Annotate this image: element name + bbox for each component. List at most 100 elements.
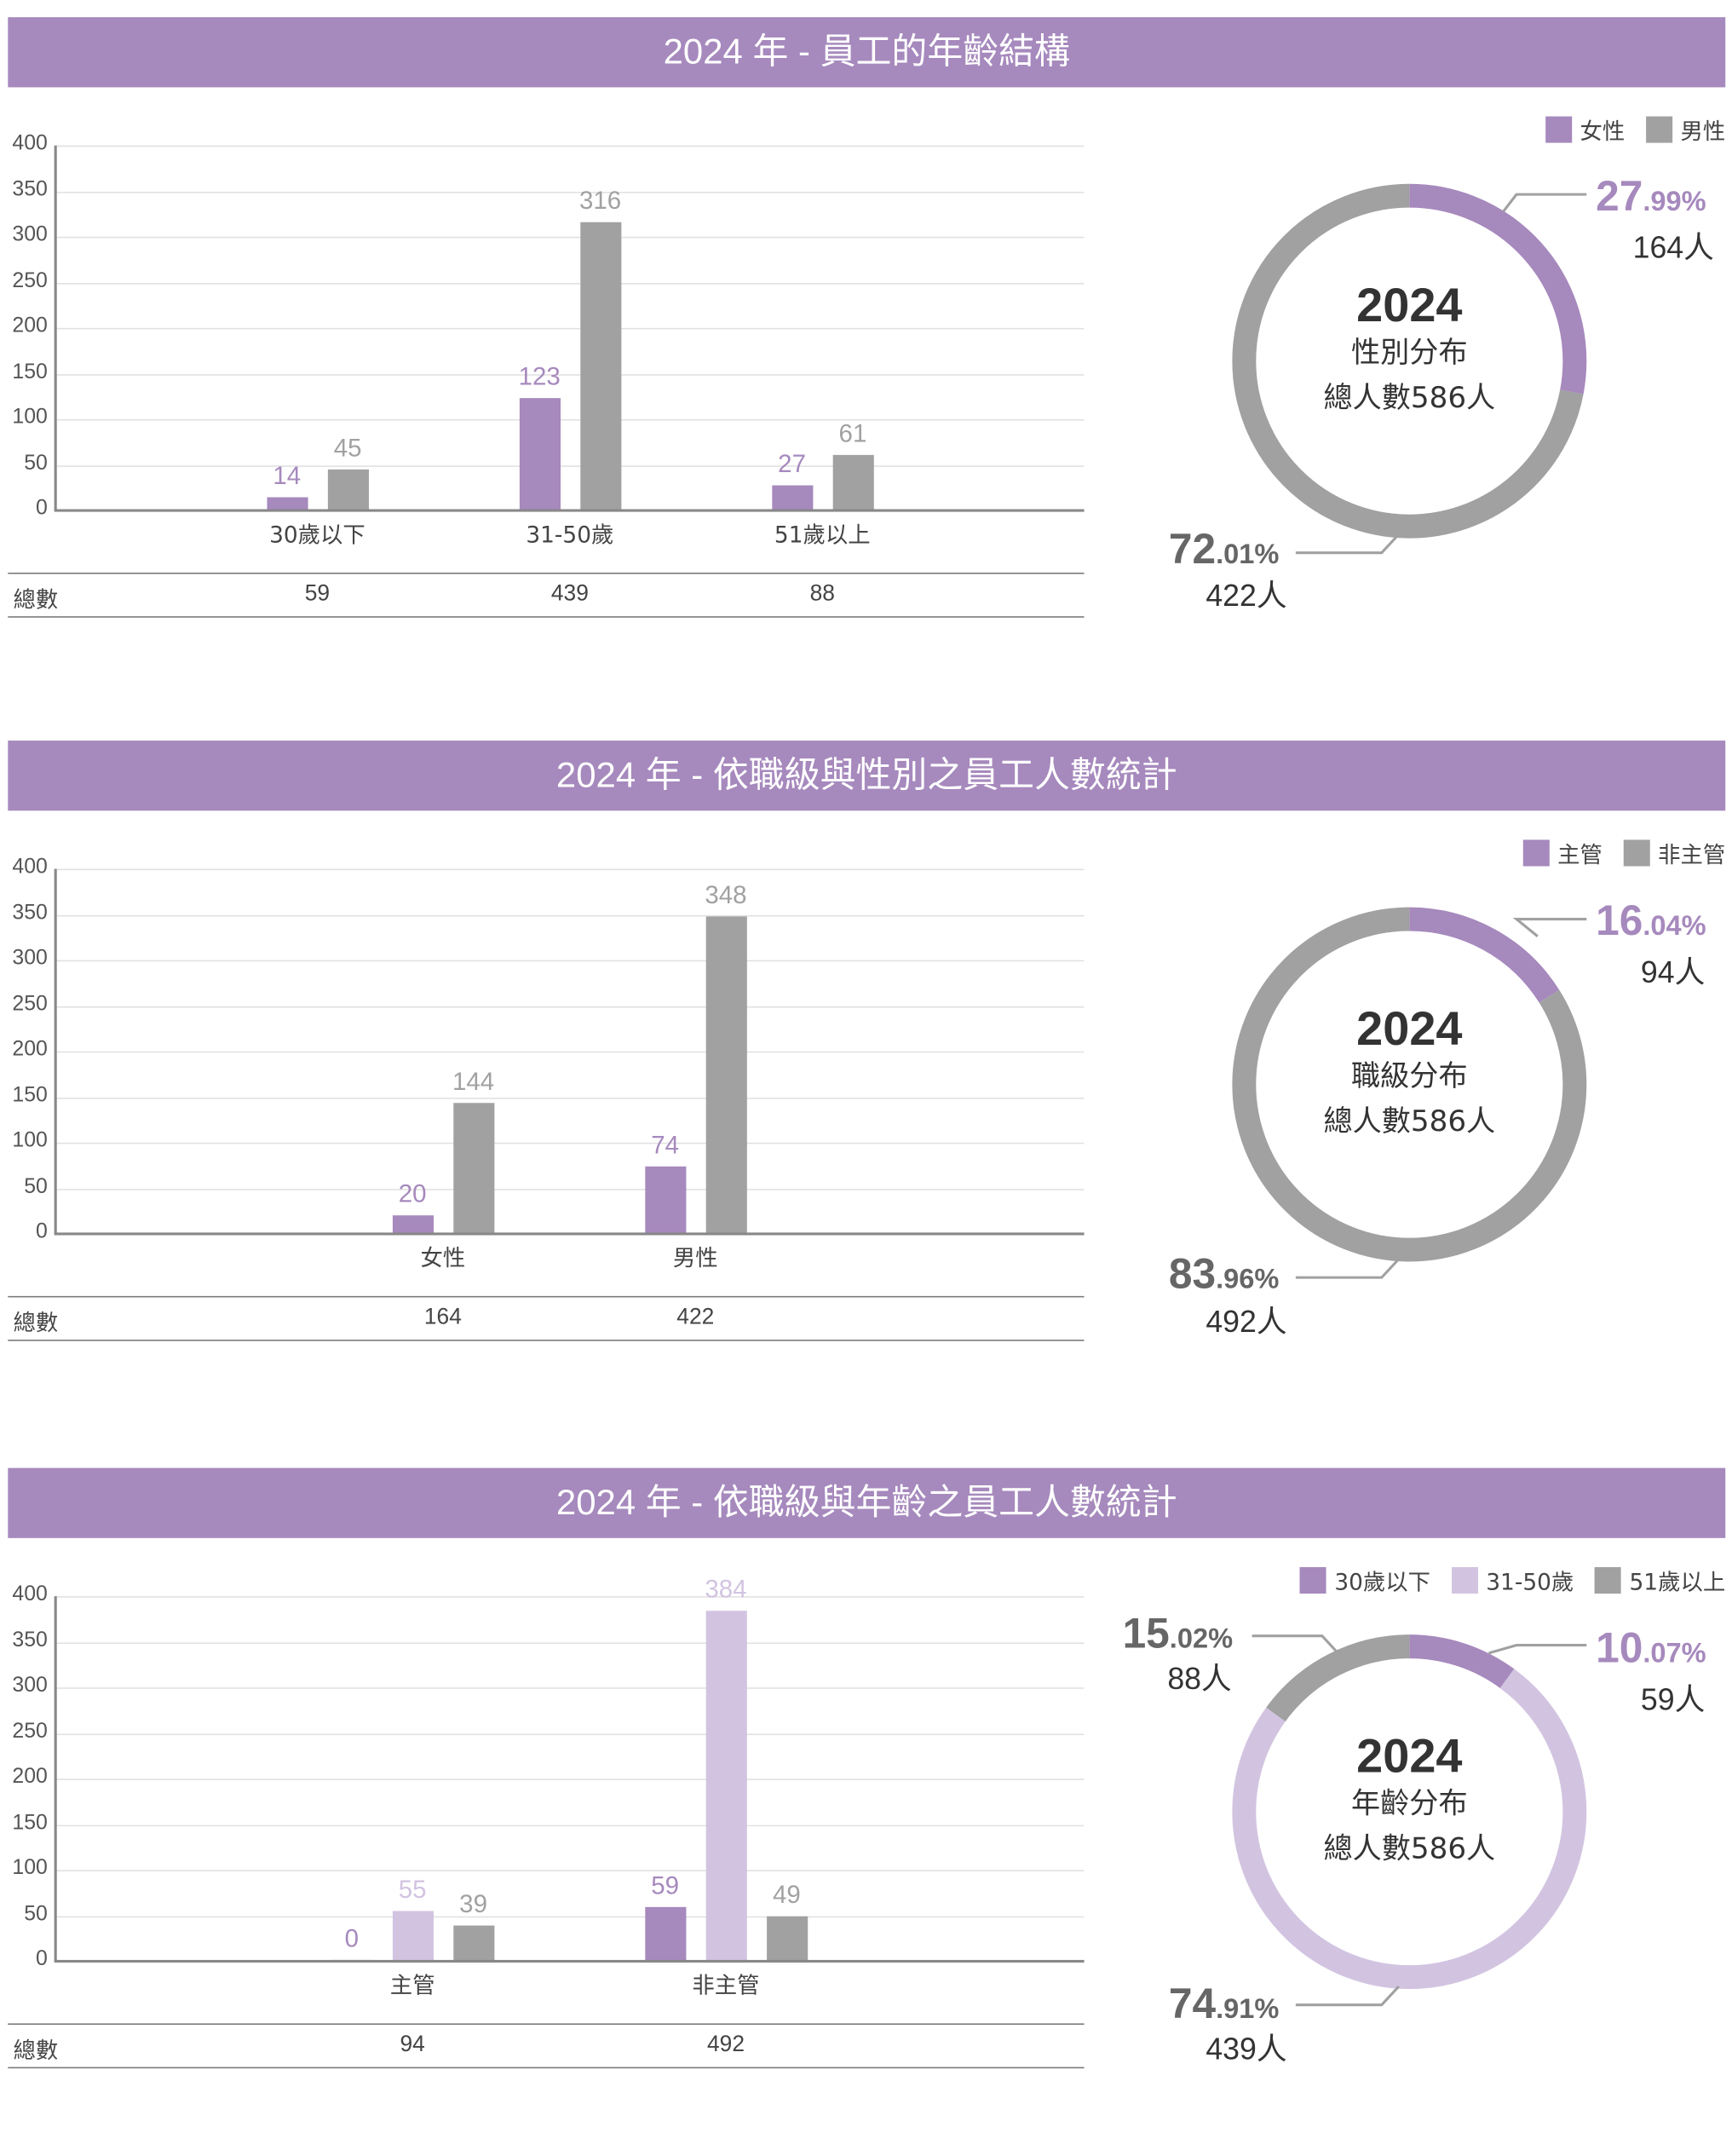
legend-label: 30歲以下 xyxy=(1334,1570,1431,1597)
y-tick-label: 0 xyxy=(36,1220,48,1243)
donut-subtitle: 性別分布 xyxy=(1351,337,1468,371)
bar-男性 xyxy=(327,469,369,511)
leader-line xyxy=(1295,533,1401,555)
y-tick-label: 300 xyxy=(12,223,48,246)
donut-chart xyxy=(1232,907,1587,1279)
segment-count: 422人 xyxy=(1205,578,1287,613)
donut-segment-男性 xyxy=(1232,183,1587,539)
legend-label: 51歲以上 xyxy=(1629,1570,1726,1597)
table-top-line xyxy=(8,1295,1085,1298)
bar-男性 xyxy=(831,454,874,511)
gridline xyxy=(55,191,1085,193)
table-bottom-line xyxy=(8,2067,1085,2069)
segment-percent: 83.96% xyxy=(1169,1250,1280,1299)
leader-line xyxy=(1502,193,1587,213)
y-tick-label: 100 xyxy=(12,1856,48,1880)
segment-percent: 74.91% xyxy=(1169,1980,1280,2028)
category-label: 51歲以上 xyxy=(774,522,871,550)
bar-非主管 xyxy=(705,916,747,1234)
y-tick-label: 150 xyxy=(12,1083,48,1107)
leader-line xyxy=(1295,1985,1401,2007)
category-label: 主管 xyxy=(389,1973,435,2000)
donut-center: 2024 職級分布 總人數586人 xyxy=(1251,1002,1568,1145)
y-axis xyxy=(54,145,57,511)
total-value: 59 xyxy=(304,580,331,606)
bar-女性 xyxy=(771,486,813,511)
legend-label: 主管 xyxy=(1557,842,1603,869)
donut-chart xyxy=(1232,1634,1587,2007)
x-axis xyxy=(54,1232,1085,1236)
leader-line xyxy=(1512,918,1587,937)
chart-legend: 主管 非主管 xyxy=(1522,836,1725,869)
gridline xyxy=(55,1687,1085,1689)
bar-51歲以上 xyxy=(766,1916,808,1962)
totals-row-label: 總數 xyxy=(13,1310,59,1337)
bar-value-label: 123 xyxy=(518,363,561,392)
bar-value-label: 20 xyxy=(398,1181,427,1209)
leader-line xyxy=(1488,1644,1587,1655)
segment-count: 88人 xyxy=(1167,1661,1232,1696)
y-tick-label: 300 xyxy=(12,1674,48,1698)
y-tick-label: 100 xyxy=(12,1129,48,1152)
donut-center: 2024 年齡分布 總人數586人 xyxy=(1251,1729,1568,1873)
y-tick-label: 150 xyxy=(12,360,48,383)
segment-count: 59人 xyxy=(1640,1682,1706,1717)
y-tick-label: 300 xyxy=(12,947,48,970)
percent-integer: 83 xyxy=(1168,1249,1217,1298)
bar-31-50歲 xyxy=(705,1611,747,1962)
legend-item: 女性 xyxy=(1545,112,1625,146)
section-title: 2024 年 - 依職級與年齡之員工人數統計 xyxy=(8,1467,1726,1538)
bar-value-label: 384 xyxy=(705,1576,747,1605)
y-tick-label: 200 xyxy=(12,1765,48,1789)
legend-swatch xyxy=(1300,1566,1327,1594)
legend-label: 女性 xyxy=(1580,118,1626,146)
gridline xyxy=(55,1824,1085,1826)
bar-value-label: 316 xyxy=(578,187,622,216)
y-tick-label: 250 xyxy=(12,1720,48,1743)
bar-男性 xyxy=(579,222,621,511)
y-tick-label: 200 xyxy=(12,314,48,337)
legend-swatch xyxy=(1451,1566,1478,1594)
category-label: 30歲以下 xyxy=(269,522,365,550)
gridline xyxy=(55,236,1085,239)
gridline xyxy=(55,1006,1085,1007)
gridline xyxy=(55,327,1085,330)
bar-value-label: 0 xyxy=(344,1925,360,1954)
gridline xyxy=(55,1732,1085,1735)
segment-percent: 10.07% xyxy=(1596,1624,1706,1673)
gridline xyxy=(55,464,1085,467)
legend-item: 男性 xyxy=(1646,112,1725,146)
donut-segment-51歲以上 xyxy=(1232,1634,1587,1990)
legend-item: 主管 xyxy=(1522,836,1603,869)
rank-age-section: 2024 年 - 依職級與年齡之員工人數統計 0 50 100 150 200 250 30… xyxy=(0,1467,1732,2156)
percent-integer: 27 xyxy=(1596,171,1643,220)
percent-decimal: .96% xyxy=(1216,1264,1280,1295)
bar-value-label: 27 xyxy=(778,451,806,480)
section-title: 2024 年 - 依職級與性別之員工人數統計 xyxy=(8,741,1726,811)
percent-integer: 74 xyxy=(1168,1980,1217,2028)
y-tick-label: 50 xyxy=(24,1902,48,1925)
legend-swatch xyxy=(1623,839,1650,866)
bar-主管 xyxy=(392,1215,434,1234)
gridline xyxy=(55,145,1085,147)
legend-item: 非主管 xyxy=(1623,836,1725,869)
donut-total: 總人數586人 xyxy=(1323,1105,1496,1139)
category-label: 非主管 xyxy=(692,1973,760,2000)
section-title: 2024 年 - 員工的年齡結構 xyxy=(8,17,1726,88)
y-tick-label: 100 xyxy=(12,406,48,429)
gridline xyxy=(55,1142,1085,1144)
legend-swatch xyxy=(1545,115,1573,142)
y-tick-label: 250 xyxy=(12,268,48,292)
report-page: 2024 年 - 員工的年齡結構 0 50 100 150 200 250 300 350 40… xyxy=(0,17,1732,2069)
rank-gender-section: 2024 年 - 依職級與性別之員工人數統計 0 50 100 150 200 250 30… xyxy=(0,741,1732,1428)
segment-percent: 16.04% xyxy=(1596,896,1706,945)
gridline xyxy=(55,1596,1085,1598)
percent-decimal: .91% xyxy=(1216,1994,1280,2025)
total-value: 422 xyxy=(676,1304,715,1329)
y-tick-label: 400 xyxy=(12,856,48,879)
percent-decimal: .02% xyxy=(1169,1623,1234,1655)
bar-主管 xyxy=(644,1166,686,1234)
gridline xyxy=(55,1870,1085,1871)
gridline xyxy=(55,418,1085,421)
bar-31-50歲 xyxy=(392,1911,434,1962)
